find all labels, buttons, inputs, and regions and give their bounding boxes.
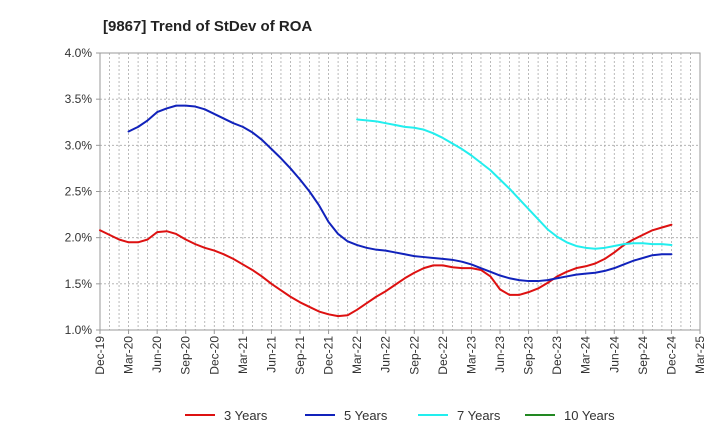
legend-label-7-years: 7 Years <box>457 408 501 423</box>
x-tick-label: Sep-24 <box>636 336 650 375</box>
grid-lines <box>100 53 700 330</box>
y-tick-label: 2.0% <box>65 231 93 245</box>
series-lines <box>99 104 673 318</box>
x-tick-label: Mar-24 <box>579 336 593 374</box>
x-tick-label: Jun-24 <box>607 336 621 373</box>
chart-title: [9867] Trend of StDev of ROA <box>103 18 312 35</box>
x-tick-label: Jun-22 <box>379 336 393 373</box>
y-tick-label: 2.5% <box>65 185 93 199</box>
y-tick-label: 1.0% <box>65 323 93 337</box>
x-tick-label: Jun-21 <box>264 336 278 373</box>
x-tick-label: Dec-21 <box>322 336 336 375</box>
legend-label-3-years: 3 Years <box>224 408 268 423</box>
series-line-3-years <box>99 223 673 318</box>
series-line-7-years <box>356 118 673 250</box>
x-tick-label: Dec-20 <box>207 336 221 375</box>
y-tick-label: 1.5% <box>65 277 93 291</box>
legend-label-5-years: 5 Years <box>344 408 388 423</box>
y-tick-label: 4.0% <box>65 46 93 60</box>
x-tick-label: Sep-20 <box>179 336 193 375</box>
y-tick-label: 3.5% <box>65 92 93 106</box>
x-tick-label: Dec-22 <box>436 336 450 375</box>
y-tick-label: 3.0% <box>65 138 93 152</box>
x-tick-label: Dec-19 <box>93 336 107 375</box>
x-tick-label: Jun-20 <box>150 336 164 373</box>
series-line-5-years <box>127 104 673 283</box>
x-tick-label: Mar-22 <box>350 336 364 374</box>
x-tick-label: Mar-21 <box>236 336 250 374</box>
x-tick-label: Jun-23 <box>493 336 507 373</box>
x-tick-label: Dec-24 <box>664 336 678 375</box>
x-tick-label: Mar-23 <box>464 336 478 374</box>
y-axis: 1.0% 1.5% 2.0% 2.5% 3.0% 3.5% 4.0% <box>65 46 100 337</box>
x-tick-label: Sep-23 <box>522 336 536 375</box>
x-tick-label: Sep-22 <box>407 336 421 375</box>
x-tick-label: Mar-25 <box>693 336 707 374</box>
x-axis: Dec-19 Mar-20 Jun-20 Sep-20 Dec-20 Mar-21 Jun-… <box>93 330 707 375</box>
legend-label-10-years: 10 Years <box>564 408 615 423</box>
x-tick-label: Sep-21 <box>293 336 307 375</box>
legend: 3 Years 5 Years 7 Years 10 Years <box>185 408 615 423</box>
x-tick-label: Mar-20 <box>122 336 136 374</box>
x-tick-label: Dec-23 <box>550 336 564 375</box>
